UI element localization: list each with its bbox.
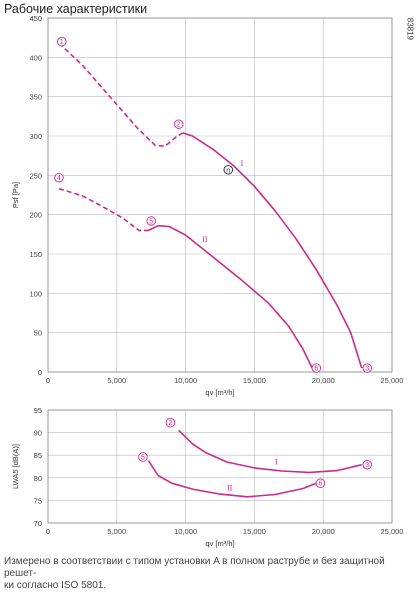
sound-x-axis-label: qv [m³/h]: [205, 539, 234, 548]
pressure-chart: 0 5,000 10,000 15,000 20,000 25,000 0 50 100 150 2…: [11, 14, 403, 397]
sound-curve-I-solid: [178, 429, 362, 474]
sound-marker-label: 3: [365, 462, 369, 469]
sound-chart: 0 5,000 10,000 15,000 20,000 25,000 70 75 80 85 90…: [11, 406, 403, 548]
sound-x-tick-label: 15,000: [243, 527, 266, 536]
pressure-curve-II-solid: [148, 224, 313, 369]
sound-x-tick-label: 5,000: [107, 527, 126, 536]
sound-marker-6: [315, 478, 326, 488]
pressure-y-axis-label: Psf [Pa]: [11, 182, 20, 208]
pressure-y-tick-label: 0: [38, 368, 42, 377]
pressure-curve-I-solid: [182, 132, 363, 369]
pressure-curve-I-dashed: [58, 42, 184, 147]
pressure-plot-frame: [47, 17, 393, 373]
pressure-marker-label: 1: [60, 39, 64, 46]
pressure-y-tick-label: 450: [29, 14, 42, 23]
pressure-marker-2: [173, 119, 184, 129]
sound-curve-label: I: [275, 458, 278, 467]
pressure-y-tick-label: 100: [29, 289, 42, 298]
sound-x-tick-label: 10,000: [174, 527, 197, 536]
pressure-x-tick-label: 10,000: [174, 376, 197, 385]
sound-marker-label: 5: [141, 455, 145, 462]
sound-y-tick-label: 90: [34, 429, 42, 438]
pressure-marker-label: 4: [57, 175, 61, 182]
pressure-x-tick-label: 20,000: [312, 376, 335, 385]
sound-marker-3: [362, 459, 372, 470]
pressure-marker-5: [146, 216, 156, 226]
pressure-x-tick-label: 15,000: [243, 376, 266, 385]
sound-marker-5: [138, 452, 148, 462]
pressure-marker-4: [54, 172, 64, 183]
sound-x-tick-label: 25,000: [381, 527, 404, 536]
pressure-marker-label: 6: [314, 366, 318, 373]
pressure-y-tick-label: 400: [29, 53, 42, 62]
sound-y-tick-label: 85: [34, 451, 42, 460]
sound-x-tick-label: 20,000: [312, 527, 335, 536]
pressure-x-axis-label: qv [m³/h]: [205, 388, 234, 397]
pressure-marker-label: n: [226, 167, 230, 174]
sound-plot-frame: [47, 409, 393, 524]
sound-marker-label: 2: [169, 420, 173, 427]
pressure-y-tick-label: 200: [29, 211, 42, 220]
pressure-y-tick-label: 350: [29, 93, 42, 102]
pressure-marker-label: 3: [365, 366, 369, 373]
pressure-x-tick-label: 25,000: [381, 376, 404, 385]
sound-curve-II-solid: [147, 460, 317, 498]
sound-y-axis-label: LWA5 [dB(A)]: [11, 444, 20, 489]
pressure-curve-label: II: [202, 235, 208, 244]
sound-y-tick-label: 95: [34, 406, 42, 415]
sound-y-tick-label: 70: [34, 519, 42, 528]
sound-y-tick-label: 75: [34, 496, 42, 505]
pressure-y-tick-label: 250: [29, 171, 42, 180]
pressure-curve-label: I: [241, 159, 244, 168]
footnote: Измерено в соответствии с типом установк…: [4, 556, 385, 591]
pressure-x-tick-label: 0: [46, 376, 50, 385]
pressure-marker-1: [57, 36, 67, 47]
sound-marker-label: 6: [318, 481, 322, 488]
pressure-curve-II-dashed: [58, 187, 149, 232]
pressure-x-tick-label: 5,000: [107, 376, 126, 385]
pressure-marker-6: [311, 363, 322, 373]
pressure-y-tick-label: 150: [29, 250, 42, 259]
pressure-marker-n: [223, 165, 234, 175]
pressure-marker-label: 2: [177, 122, 181, 129]
sound-y-tick-label: 80: [34, 474, 42, 483]
pressure-marker-label: 5: [149, 218, 153, 225]
sound-curve-label: II: [227, 483, 233, 492]
page-title: Рабочие характеристики: [4, 2, 148, 16]
sound-marker-2: [165, 417, 176, 428]
sound-x-tick-label: 0: [46, 527, 50, 536]
pressure-marker-3: [362, 363, 372, 373]
pressure-y-tick-label: 300: [29, 132, 42, 141]
pressure-y-tick-label: 50: [34, 329, 42, 338]
